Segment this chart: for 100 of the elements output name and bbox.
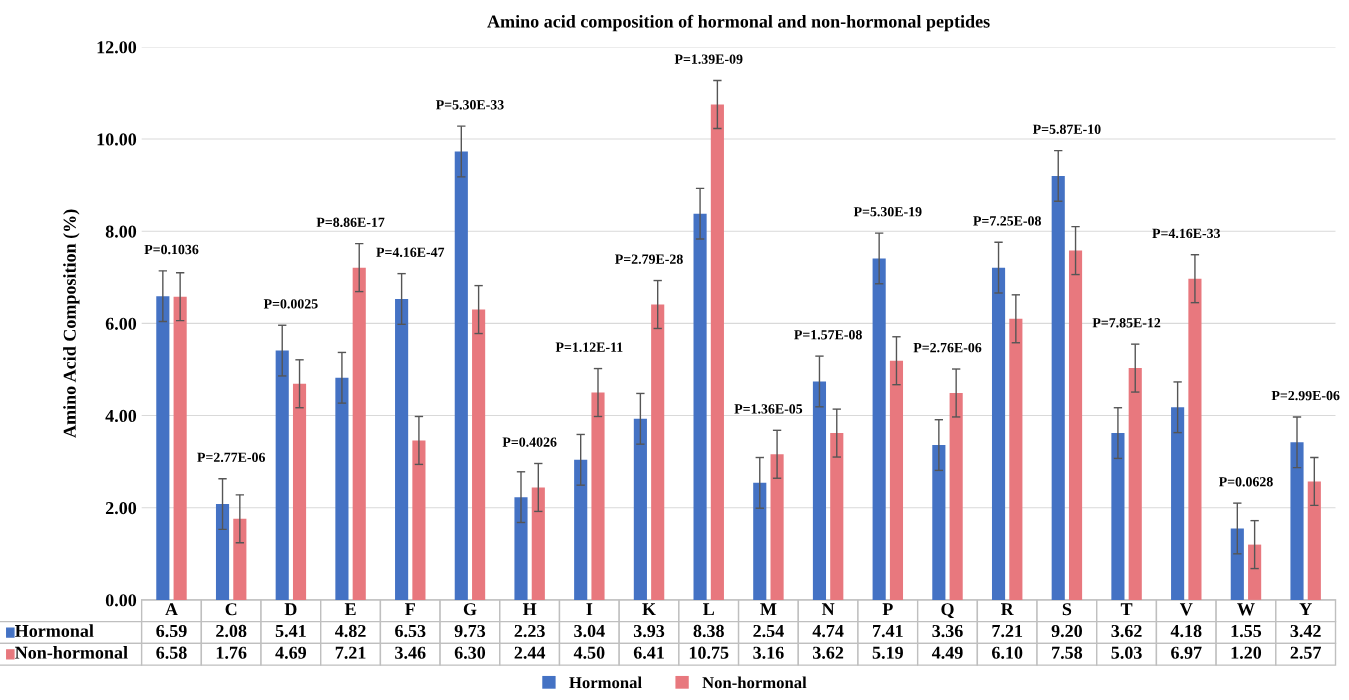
bar [753,482,767,600]
data-label: 3.16 [753,646,784,659]
data-label: 7.21 [335,646,366,659]
bar [1111,433,1125,600]
data-label: 6.30 [454,646,486,659]
bar [591,392,605,600]
data-label: 4.74 [812,624,844,638]
bar [1068,250,1083,600]
annotation: P=0.4026 [502,437,557,447]
x-tick-label: C [225,603,237,616]
bar [472,309,486,600]
annotation: P=0.0025 [263,299,318,309]
bar [991,267,1006,600]
bar [395,298,409,600]
bar [872,258,886,600]
data-label: 3.46 [395,646,426,659]
data-label: 1.76 [216,646,247,659]
data-label: 3.62 [813,646,844,659]
x-tick-label: N [821,603,835,616]
bar [574,459,588,600]
data-label: 6.59 [156,624,187,638]
x-tick-label: S [1062,603,1072,616]
annotation: P=7.85E-12 [1092,318,1161,328]
data-label: 3.04 [574,624,605,638]
data-label: 10.75 [689,646,729,659]
bar [1128,368,1142,600]
bar [812,381,827,600]
x-tick-label: F [405,603,415,616]
x-tick-label: Y [1299,603,1312,616]
data-label: 5.03 [1111,646,1142,659]
annotation: P=4.16E-47 [376,247,445,257]
data-label: 3.42 [1290,624,1321,638]
bar [156,296,170,600]
data-label: 3.36 [932,624,963,638]
data-label: 4.82 [335,624,366,638]
legend-label: Non-hormonal [15,646,128,659]
bar [352,267,366,600]
bar [949,392,963,600]
bar [173,296,187,600]
x-tick-label: H [522,603,537,616]
x-tick-label: E [344,603,356,616]
text: Hormonal [569,676,642,689]
data-label: 4.18 [1170,624,1202,638]
bar [633,418,647,600]
annotation: P=0.1036 [144,244,199,255]
annotation: P=1.57E-08 [794,330,862,340]
y-axis-title: Amino Acid Composition (%) [63,209,80,438]
bar [932,445,946,600]
x-tick-label: Q [941,603,954,619]
data-label: 2.57 [1290,646,1322,659]
annotation: P=2.99E-06 [1271,390,1340,401]
data-label: 4.50 [573,646,605,659]
x-tick-label: K [642,603,656,616]
x-tick-label: R [1000,603,1014,616]
data-label: 6.10 [992,646,1023,659]
bar [275,350,289,600]
bar [531,487,545,600]
bar [830,433,844,600]
bar [770,454,784,600]
bar [514,497,528,600]
bar [710,104,724,600]
bar [292,383,307,600]
x-tick-label: P [882,603,893,616]
data-label: 2.08 [216,624,247,638]
annotation: P=1.36E-05 [734,404,803,414]
bar [1307,481,1321,600]
bar [454,151,468,600]
x-tick-label: L [703,603,714,616]
data-label: 9.73 [454,624,486,638]
chart-title: Amino acid composition of hormonal and non-hormonal peptides [487,14,990,32]
data-label: 5.41 [275,624,306,638]
data-label: 4.69 [275,646,307,659]
bar [1290,442,1304,600]
y-tick-label: 6.00 [105,317,137,330]
bar [1051,175,1065,600]
data-label: 6.53 [395,624,426,638]
data-label: 2.23 [514,624,545,638]
x-tick-label: A [165,603,178,616]
data-label: 1.20 [1231,646,1262,659]
y-tick-label: 4.00 [105,409,137,423]
data-label: 9.20 [1051,624,1082,638]
bar [889,360,904,600]
x-tick-label: D [284,603,297,616]
bar [1171,407,1185,600]
x-tick-label: M [760,603,777,616]
bar [335,377,349,600]
data-label: 1.55 [1231,624,1262,638]
bar [412,440,426,600]
annotation: P=5.30E-33 [435,100,504,110]
text: Non-hormonal [702,676,807,689]
annotation: P=1.12E-11 [555,342,623,352]
bar [1009,318,1023,600]
legend-label: Hormonal [14,624,94,638]
bar [1230,528,1244,600]
data-label: 3.93 [633,624,665,638]
data-label: 6.97 [1171,646,1202,659]
data-label: 2.44 [514,646,546,659]
data-label: 5.19 [872,646,903,659]
data-label: 7.58 [1052,646,1083,659]
data-label: 7.41 [873,624,903,638]
